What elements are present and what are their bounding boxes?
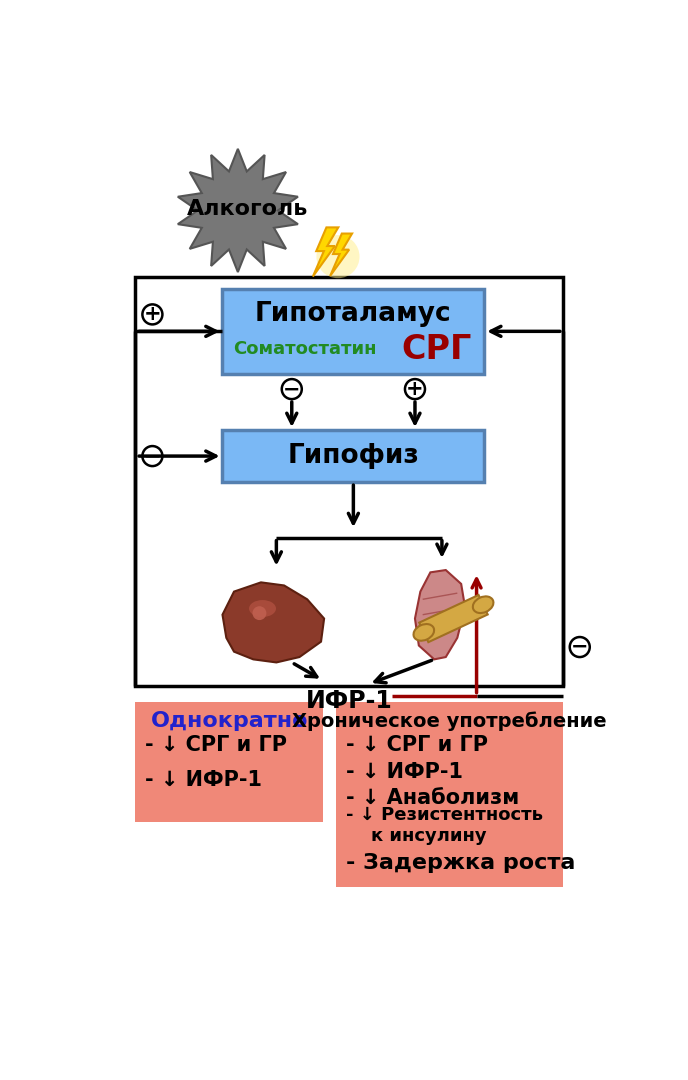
Bar <box>136 278 563 686</box>
Circle shape <box>252 606 266 620</box>
Text: ИФР-1: ИФР-1 <box>306 689 393 713</box>
Text: −: − <box>571 637 588 657</box>
Text: - ↓ Анаболизм: - ↓ Анаболизм <box>345 788 519 809</box>
Text: +: + <box>144 305 161 324</box>
Text: −: − <box>144 446 161 467</box>
Text: −: − <box>283 379 301 400</box>
Text: - ↓ ИФР-1: - ↓ ИФР-1 <box>345 761 462 782</box>
Bar <box>222 430 484 483</box>
Bar <box>136 702 323 822</box>
Ellipse shape <box>473 596 493 613</box>
Ellipse shape <box>413 624 434 640</box>
Text: - ↓ СРГ и ГР: - ↓ СРГ и ГР <box>144 734 287 755</box>
Polygon shape <box>222 582 324 662</box>
Bar <box>336 702 563 888</box>
Polygon shape <box>330 233 352 276</box>
Text: - ↓ Резистентность
    к инсулину: - ↓ Резистентность к инсулину <box>345 807 543 845</box>
Text: Алкоголь: Алкоголь <box>186 199 308 219</box>
Ellipse shape <box>249 600 276 617</box>
Text: - ↓ ИФР-1: - ↓ ИФР-1 <box>144 770 261 791</box>
Text: - ↓ СРГ и ГР: - ↓ СРГ и ГР <box>345 734 488 755</box>
Text: - Задержка роста: - Задержка роста <box>345 852 575 873</box>
Circle shape <box>316 235 360 279</box>
Text: Гипоталамус: Гипоталамус <box>255 300 452 326</box>
Text: Соматостатин: Соматостатин <box>233 340 377 359</box>
Bar <box>222 289 484 374</box>
Polygon shape <box>313 228 338 276</box>
Polygon shape <box>178 149 298 272</box>
Text: Однократно: Однократно <box>151 711 308 731</box>
Polygon shape <box>419 595 488 643</box>
Text: СРГ: СРГ <box>402 333 472 365</box>
Text: Хроническое употребление: Хроническое употребление <box>292 711 607 731</box>
Polygon shape <box>415 570 465 660</box>
Text: Гипофиз: Гипофиз <box>288 443 419 469</box>
Text: +: + <box>406 379 424 400</box>
